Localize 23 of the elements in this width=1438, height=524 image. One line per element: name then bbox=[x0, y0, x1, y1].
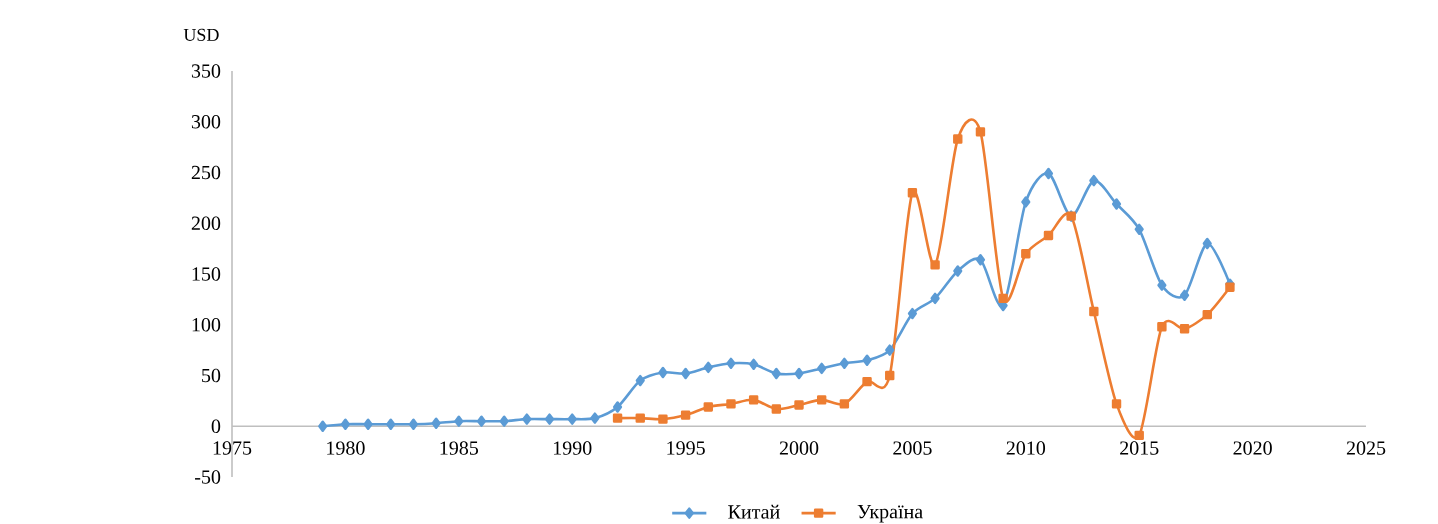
y-tick-label: 50 bbox=[202, 368, 221, 383]
x-tick-label: 2025 bbox=[1346, 441, 1386, 455]
legend-label: Україна bbox=[857, 505, 923, 523]
y-tick-label: 0 bbox=[211, 419, 221, 433]
y-tick-label: -50 bbox=[195, 470, 221, 484]
y-axis-title: USD bbox=[183, 28, 219, 41]
x-tick-label: 1980 bbox=[327, 441, 365, 455]
y-tick-label: 200 bbox=[191, 216, 221, 230]
y-tick-label: 100 bbox=[192, 318, 221, 332]
x-tick-label: 1995 bbox=[667, 441, 705, 455]
y-tick-label: 300 bbox=[191, 115, 221, 129]
x-tick-label: 2010 bbox=[1006, 441, 1046, 455]
x-tick-label: 2015 bbox=[1120, 441, 1159, 455]
x-tick-label: 2020 bbox=[1233, 441, 1272, 455]
x-tick-label: 1990 bbox=[553, 441, 592, 455]
x-tick-label: 2000 bbox=[779, 441, 819, 455]
x-tick-label: 1975 bbox=[213, 441, 252, 455]
y-tick-label: 250 bbox=[191, 165, 221, 180]
y-tick-label: 150 bbox=[192, 267, 221, 281]
legend-label: Китай bbox=[728, 504, 780, 519]
x-tick-label: 2005 bbox=[893, 441, 932, 455]
x-tick-label: 1985 bbox=[440, 441, 479, 455]
y-tick-label: 350 bbox=[191, 64, 221, 78]
